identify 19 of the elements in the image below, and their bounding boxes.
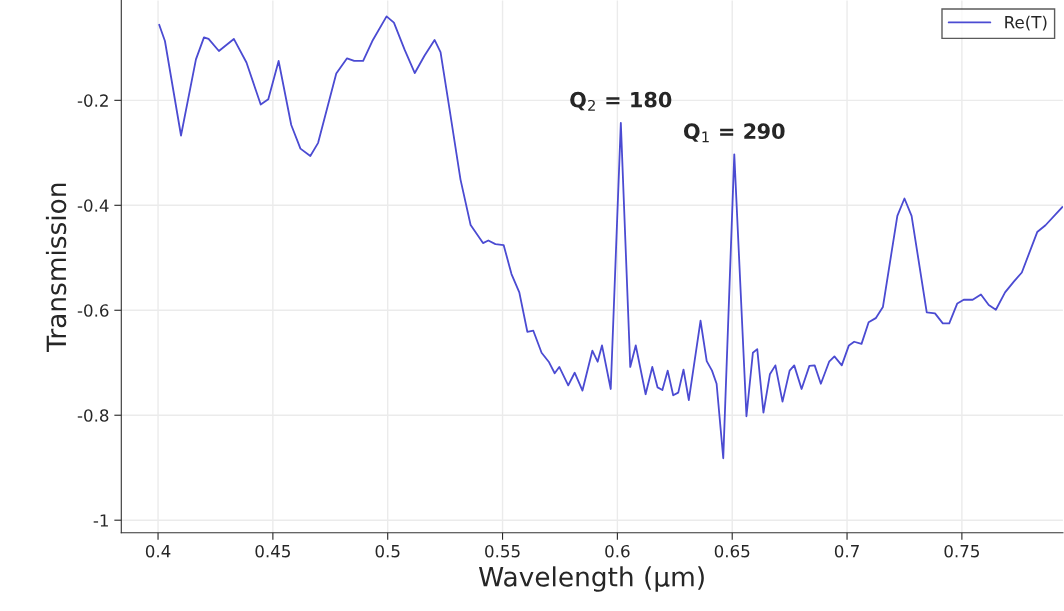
x-axis-title: Wavelength (µm) — [478, 566, 704, 592]
y-tick-label: -0.2 — [77, 94, 108, 107]
y-tick-label: -0.8 — [77, 409, 109, 422]
x-tick-label: 0.5 — [375, 544, 400, 558]
y-tick-label: -0.6 — [77, 304, 109, 317]
x-tick-label: 0.75 — [944, 544, 979, 558]
y-tick-label: -1 — [93, 514, 108, 527]
legend-label: Re(T) — [1005, 15, 1047, 31]
x-tick-label: 0.45 — [255, 544, 290, 558]
x-tick-label: 0.4 — [145, 544, 171, 558]
x-tick-label: 0.7 — [834, 544, 859, 558]
y-tick-label: -0.4 — [77, 199, 109, 212]
annotation: Q$_{1}$ = 290 — [683, 123, 785, 143]
y-axis-title: Transmission — [45, 183, 67, 352]
line-series — [158, 15, 1063, 460]
annotation: Q$_{2}$ = 180 — [570, 91, 672, 111]
x-tick-label: 0.6 — [605, 544, 630, 558]
x-tick-label: 0.55 — [485, 544, 520, 558]
x-tick-label: 0.65 — [714, 544, 750, 558]
